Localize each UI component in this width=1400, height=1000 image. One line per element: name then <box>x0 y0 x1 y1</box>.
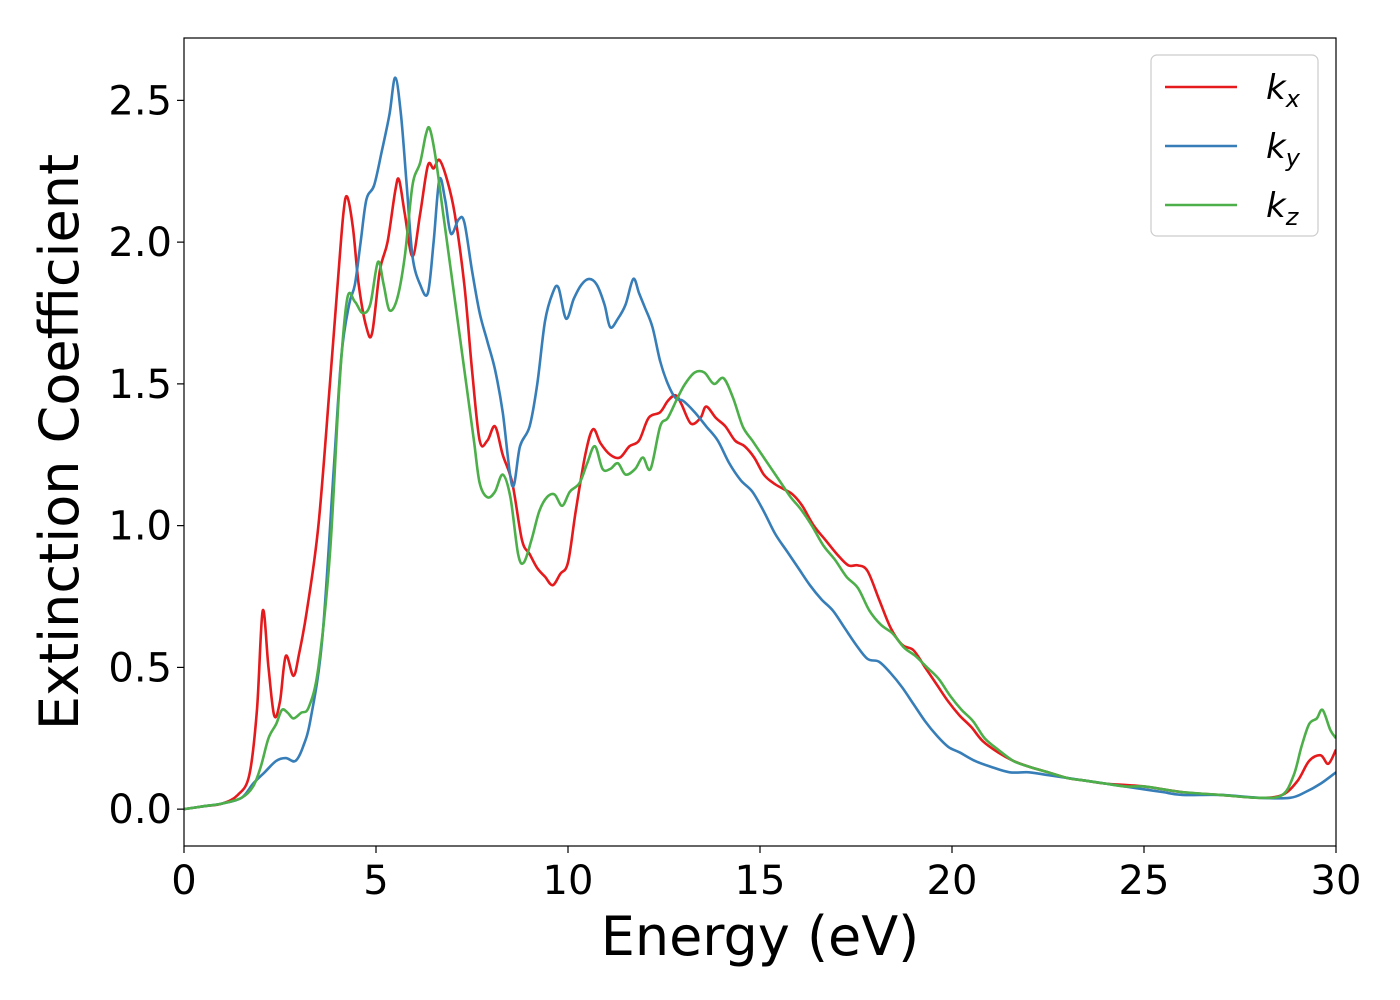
series-line-z <box>184 125 1336 811</box>
y-tick-label: 1.5 <box>108 362 172 408</box>
x-tick-label: 0 <box>171 858 196 904</box>
y-tick-label: 0.5 <box>108 645 172 691</box>
x-axis: 0 5 10 15 20 25 30 <box>171 846 1361 904</box>
y-tick-label: 2.0 <box>108 220 172 266</box>
y-axis-title: Extinction Coefficient <box>28 154 91 730</box>
x-axis-title: Energy (eV) <box>601 905 920 968</box>
x-tick-label: 20 <box>927 858 978 904</box>
legend-label-x[interactable]: kx <box>1266 68 1301 113</box>
legend[interactable]: kx ky kz <box>1150 54 1319 237</box>
x-tick-label: 10 <box>543 858 594 904</box>
legend-label-z[interactable]: kz <box>1266 186 1300 231</box>
x-tick-label: 15 <box>735 858 786 904</box>
series-line-x <box>184 158 1336 811</box>
x-tick-label: 5 <box>363 858 388 904</box>
series-layer <box>184 76 1336 811</box>
y-tick-label: 1.0 <box>108 504 172 550</box>
y-tick-label: 2.5 <box>108 78 172 124</box>
legend-label-y[interactable]: ky <box>1266 127 1301 172</box>
x-tick-label: 25 <box>1119 858 1170 904</box>
x-tick-label: 30 <box>1311 858 1362 904</box>
y-tick-label: 0.0 <box>108 787 172 833</box>
series-line-y <box>184 76 1336 811</box>
y-axis: 0.0 0.5 1.0 1.5 2.0 2.5 <box>108 78 184 833</box>
